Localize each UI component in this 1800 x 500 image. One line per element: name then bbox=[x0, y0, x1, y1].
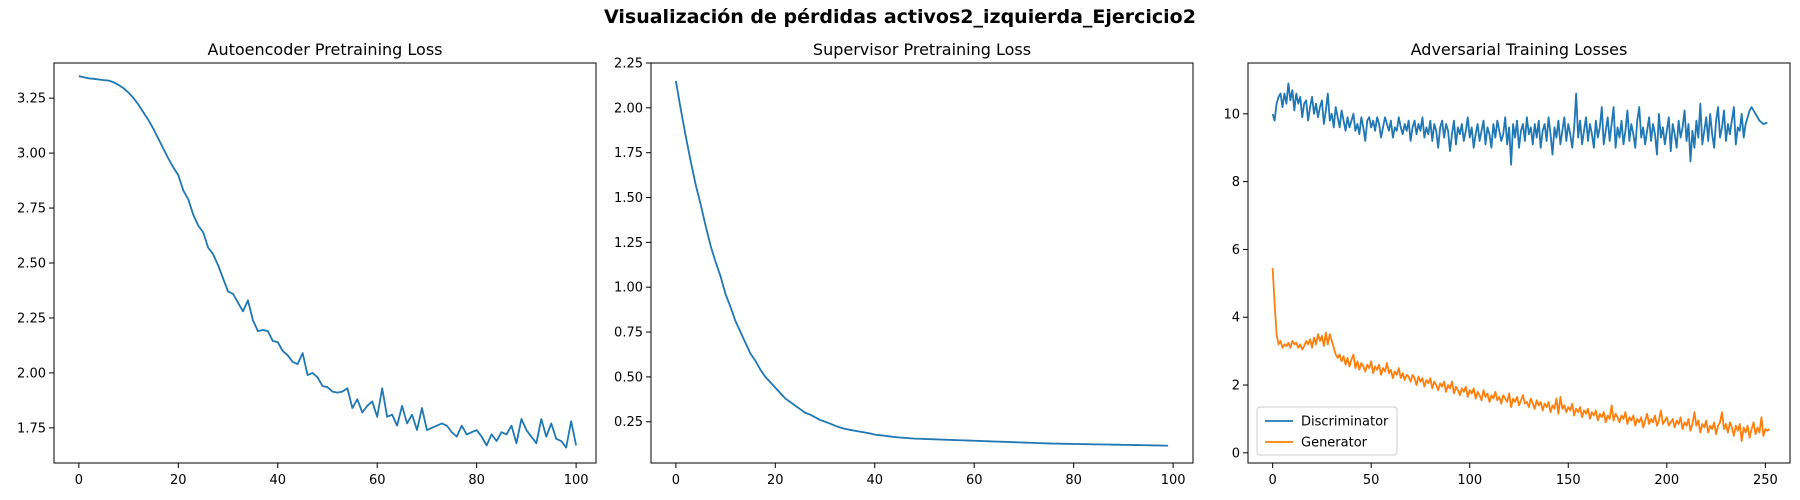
y-tick-label: 1.25 bbox=[614, 236, 643, 251]
x-tick-label: 100 bbox=[564, 473, 589, 488]
x-tick-label: 20 bbox=[170, 473, 187, 488]
chart-panel-1: Autoencoder Pretraining Loss 0 20 40 60 80 100… bbox=[17, 40, 597, 488]
y-tick-label: 2.00 bbox=[614, 101, 643, 116]
x-tick-label: 80 bbox=[1065, 473, 1082, 488]
x-tick-label: 40 bbox=[866, 473, 883, 488]
x-tick-label: 40 bbox=[269, 473, 286, 488]
y-tick-label: 2 bbox=[1232, 379, 1240, 394]
axes-frame bbox=[1247, 62, 1791, 464]
y-tick-label: 8 bbox=[1232, 175, 1240, 190]
y-tick-label: 0 bbox=[1232, 446, 1240, 461]
series-line-1 bbox=[674, 80, 1169, 447]
axes-frame bbox=[53, 62, 597, 464]
y-tick-label: 0.25 bbox=[614, 415, 643, 430]
x-tick-label: 50 bbox=[1363, 473, 1380, 488]
y-tick-label: 1.75 bbox=[614, 146, 643, 161]
y-tick-label: 2.50 bbox=[17, 257, 46, 272]
x-tick-label: 60 bbox=[966, 473, 983, 488]
legend-label-discriminator: Discriminator bbox=[1301, 415, 1389, 430]
y-tick-label: 3.00 bbox=[17, 147, 46, 162]
axes-frame bbox=[650, 62, 1194, 464]
legend: Discriminator Generator bbox=[1256, 406, 1398, 456]
y-tick-label: 1.00 bbox=[614, 281, 643, 296]
x-tick-label: 80 bbox=[468, 473, 485, 488]
x-tick-label: 0 bbox=[75, 473, 83, 488]
x-tick-label: 200 bbox=[1654, 473, 1679, 488]
x-tick-label: 150 bbox=[1556, 473, 1581, 488]
y-tick-label: 2.00 bbox=[17, 366, 46, 381]
legend-label-generator: Generator bbox=[1301, 436, 1368, 451]
x-tick-label: 60 bbox=[369, 473, 386, 488]
series-line-discriminator bbox=[1271, 82, 1768, 166]
x-tick-label: 20 bbox=[767, 473, 784, 488]
x-tick-label: 0 bbox=[1268, 473, 1276, 488]
chart-title: Supervisor Pretraining Loss bbox=[813, 40, 1031, 59]
y-tick-label: 2.25 bbox=[614, 57, 643, 72]
figure-suptitle: Visualización de pérdidas activos2_izqui… bbox=[604, 6, 1196, 28]
x-tick-label: 100 bbox=[1161, 473, 1186, 488]
y-tick-label: 0.75 bbox=[614, 326, 643, 341]
y-tick-label: 10 bbox=[1223, 107, 1240, 122]
legend-box bbox=[1256, 406, 1398, 456]
x-tick-label: 100 bbox=[1457, 473, 1482, 488]
chart-title: Autoencoder Pretraining Loss bbox=[208, 40, 443, 59]
y-tick-label: 1.75 bbox=[17, 421, 46, 436]
chart-title: Adversarial Training Losses bbox=[1411, 40, 1628, 59]
x-tick-label: 0 bbox=[672, 473, 680, 488]
y-tick-label: 0.50 bbox=[614, 370, 643, 385]
y-tick-label: 2.75 bbox=[17, 202, 46, 217]
y-tick-label: 3.25 bbox=[17, 92, 46, 107]
y-tick-label: 2.25 bbox=[17, 311, 46, 326]
series-line-1 bbox=[78, 75, 577, 449]
series-line-generator bbox=[1271, 268, 1770, 442]
y-tick-label: 4 bbox=[1232, 311, 1240, 326]
x-tick-label: 250 bbox=[1753, 473, 1778, 488]
y-tick-label: 1.50 bbox=[614, 191, 643, 206]
chart-panel-2: Supervisor Pretraining Loss 0 20 40 60 80 100 0… bbox=[614, 40, 1194, 488]
y-tick-label: 6 bbox=[1232, 243, 1240, 258]
